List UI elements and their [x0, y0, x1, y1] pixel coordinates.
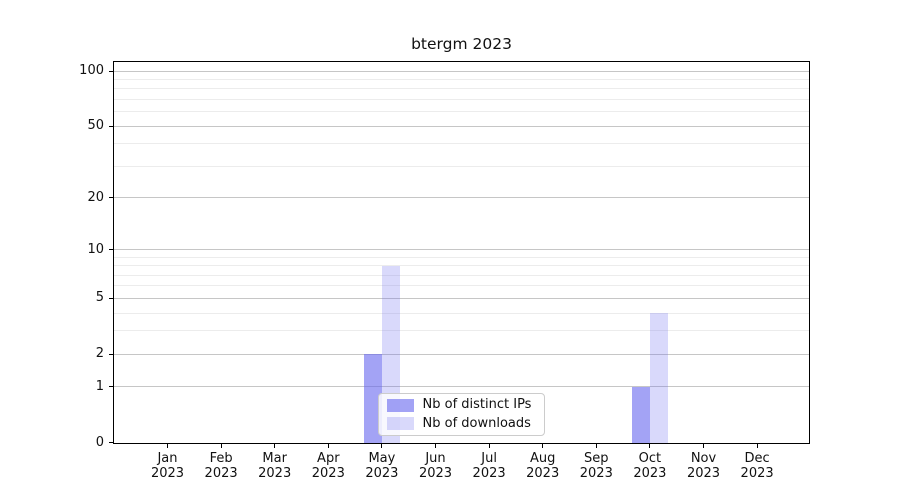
x-tick-mark [703, 443, 704, 448]
bar-distinct-ips-may [363, 354, 382, 443]
x-tick-label-oct: Oct 2023 [610, 451, 690, 481]
x-tick-mark [542, 443, 544, 448]
x-tick-mark [649, 443, 651, 448]
plot-area [112, 60, 810, 444]
gridline-major [113, 386, 809, 388]
x-tick-label-aug: Aug 2023 [503, 451, 583, 481]
gridline-major [113, 249, 809, 251]
x-tick-year: 2023 [472, 466, 506, 481]
y-tick-mark [108, 442, 113, 443]
gridline-minor [113, 111, 809, 113]
x-tick-month: May [368, 451, 396, 466]
x-tick-month: Oct [638, 451, 662, 466]
gridline-minor [113, 79, 809, 81]
x-tick-year: 2023 [311, 466, 345, 481]
y-tick-mark [108, 353, 113, 355]
x-tick-year: 2023 [150, 466, 185, 481]
x-tick-label-nov: Nov 2023 [664, 451, 744, 481]
x-tick-mark [595, 443, 597, 448]
gridline-major [113, 197, 809, 199]
x-tick-year: 2023 [365, 466, 399, 481]
y-tick-label: 5 [95, 290, 104, 306]
bar-distinct-ips-oct [631, 386, 650, 443]
x-tick-label-dec: Dec 2023 [717, 451, 797, 481]
x-tick-label-jun: Jun 2023 [396, 451, 476, 481]
x-tick-mark [167, 443, 168, 448]
x-tick-year: 2023 [686, 466, 721, 481]
x-tick-year: 2023 [526, 466, 560, 481]
x-tick-label-jan: Jan 2023 [128, 451, 208, 481]
gridline-minor [113, 99, 809, 101]
y-tick-label: 20 [87, 189, 104, 205]
y-tick-mark [108, 297, 113, 299]
gridline-minor [113, 265, 809, 267]
x-tick-mark [327, 443, 329, 448]
x-tick-label-jul: Jul 2023 [449, 451, 529, 481]
legend-label-downloads: Nb of downloads [422, 415, 531, 431]
x-tick-year: 2023 [204, 466, 238, 481]
gridline-minor [113, 330, 809, 332]
x-tick-label-feb: Feb 2023 [181, 451, 261, 481]
x-tick-year: 2023 [579, 466, 613, 481]
x-tick-label-may: May 2023 [342, 451, 422, 481]
bar-downloads-oct [649, 313, 668, 443]
x-tick-month: Mar [262, 451, 287, 466]
legend-swatch-distinct-ips [386, 398, 414, 412]
y-tick-label: 10 [87, 241, 104, 257]
gridline-minor [113, 285, 809, 287]
gridline-minor [113, 88, 809, 90]
x-tick-month: Apr [317, 451, 340, 466]
x-tick-label-sep: Sep 2023 [556, 451, 636, 481]
x-tick-month: Nov [690, 451, 717, 466]
x-tick-mark [756, 443, 758, 448]
x-tick-month: Jan [157, 451, 178, 466]
x-tick-mark [220, 443, 222, 448]
x-tick-year: 2023 [418, 466, 453, 481]
gridline-major [113, 70, 809, 72]
y-tick-label: 2 [95, 346, 104, 362]
legend-label-distinct-ips: Nb of distinct IPs [422, 397, 532, 413]
gridline-minor [113, 143, 809, 145]
legend: Nb of distinct IPs Nb of downloads [377, 393, 545, 436]
y-tick-label: 50 [87, 118, 104, 134]
x-tick-month: Aug [529, 451, 556, 466]
x-tick-year: 2023 [258, 466, 292, 481]
legend-item-distinct-ips: Nb of distinct IPs [386, 397, 544, 413]
gridline-minor [113, 256, 809, 258]
x-tick-month: Sep [584, 451, 609, 466]
y-tick-mark [108, 125, 113, 127]
chart-title: btergm 2023 [411, 35, 512, 53]
y-tick-label: 1 [95, 378, 104, 394]
x-tick-mark [381, 443, 383, 448]
x-tick-month: Jun [425, 451, 446, 466]
x-tick-label-mar: Mar 2023 [235, 451, 315, 481]
gridline-minor [113, 274, 809, 276]
x-tick-label-apr: Apr 2023 [288, 451, 368, 481]
y-tick-mark [108, 197, 113, 199]
legend-swatch-downloads [386, 417, 414, 431]
gridline-minor [113, 312, 809, 314]
x-tick-mark [488, 443, 490, 448]
x-tick-year: 2023 [633, 466, 667, 481]
y-tick-mark [108, 386, 113, 388]
gridline-major [113, 125, 809, 127]
x-tick-month: Feb [209, 451, 233, 466]
x-tick-year: 2023 [740, 466, 774, 481]
gridline-minor [113, 165, 809, 167]
x-tick-month: Dec [744, 451, 770, 466]
y-tick-mark [108, 70, 113, 72]
x-tick-mark [435, 443, 436, 448]
y-tick-mark [108, 249, 113, 251]
y-tick-label: 0 [95, 434, 104, 450]
gridline-major [113, 353, 809, 355]
x-tick-mark [274, 443, 276, 448]
legend-item-downloads: Nb of downloads [386, 415, 544, 431]
y-tick-label: 100 [79, 63, 104, 79]
gridline-major [113, 297, 809, 299]
x-tick-month: Jul [481, 451, 497, 466]
